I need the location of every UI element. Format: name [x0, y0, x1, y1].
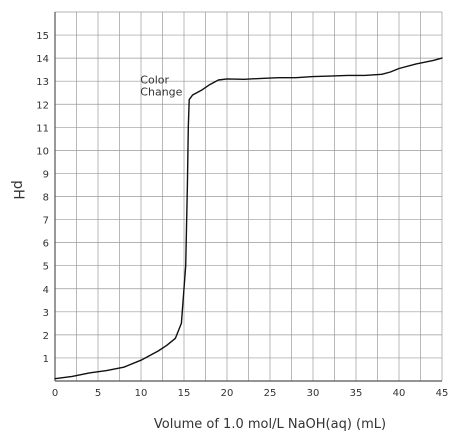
- annotations: Color Change: [140, 74, 182, 99]
- y-tick-label: 12: [36, 100, 49, 111]
- y-axis-label: pH: [10, 180, 26, 199]
- x-axis-label: Volume of 1.0 mol/L NaOH(aq) (mL): [154, 417, 386, 432]
- y-tick-label: 9: [43, 169, 49, 180]
- y-tick-label: 11: [36, 123, 49, 134]
- x-tick-label: 30: [307, 388, 320, 399]
- y-tick-label: 1: [43, 354, 49, 365]
- y-tick-label: 8: [43, 193, 49, 204]
- y-tick-label: 2: [43, 331, 49, 342]
- x-tick-label: 40: [393, 388, 406, 399]
- x-tick-labels: 0 5 10 15 20 25 30 35 40 45: [52, 388, 449, 399]
- series-line: [54, 57, 443, 380]
- y-tick-label: 13: [36, 77, 49, 88]
- grid: [54, 11, 443, 382]
- x-tick-label: 15: [178, 388, 191, 399]
- annotation-line: Change: [140, 86, 182, 99]
- y-tick-label: 7: [43, 216, 49, 227]
- axes: [54, 12, 442, 382]
- x-tick-label: 0: [52, 388, 58, 399]
- y-tick-label: 15: [36, 31, 49, 42]
- y-tick-label: 3: [43, 308, 49, 319]
- y-tick-label: 6: [43, 239, 49, 250]
- x-tick-label: 10: [135, 388, 148, 399]
- series-layer: [54, 57, 443, 380]
- annotation-label: Color Change: [140, 74, 182, 99]
- annotation-line: Color: [140, 74, 169, 87]
- y-tick-label: 14: [36, 54, 49, 65]
- x-tick-label: 20: [221, 388, 234, 399]
- x-tick-label: 25: [264, 388, 277, 399]
- x-tick-label: 5: [95, 388, 101, 399]
- y-tick-label: 10: [36, 146, 49, 157]
- y-tick-label: 4: [43, 285, 49, 296]
- x-tick-label: 45: [436, 388, 449, 399]
- x-tick-label: 35: [350, 388, 363, 399]
- y-tick-label: 5: [43, 262, 49, 273]
